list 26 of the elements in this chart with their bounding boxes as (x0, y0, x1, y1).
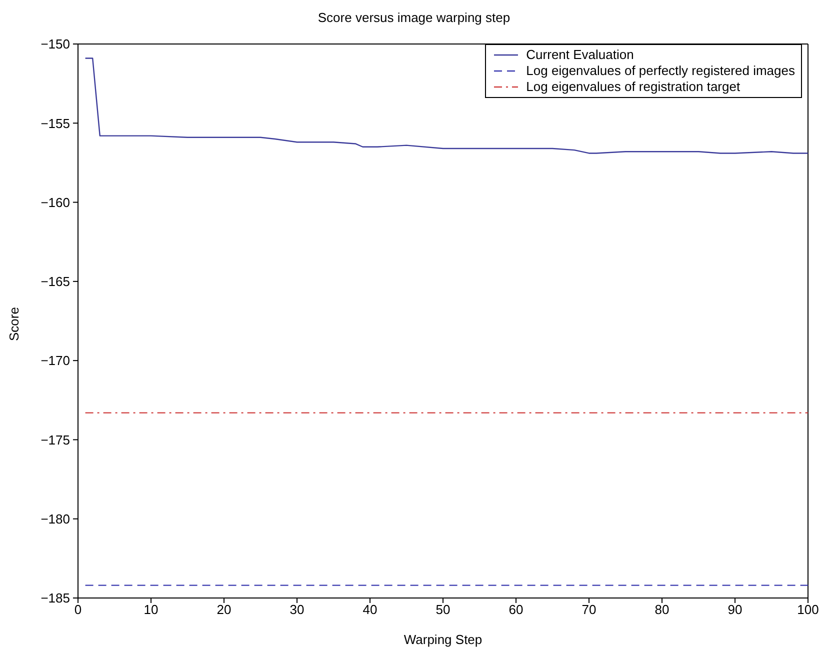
chart-title: Score versus image warping step (316, 9, 512, 27)
y-tick-label: −170 (40, 353, 70, 368)
x-tick-label: 0 (74, 602, 82, 618)
y-tick-label: −160 (40, 194, 70, 210)
legend-label: Log eigenvalues of perfectly registered images (526, 63, 795, 79)
y-tick-label: −175 (40, 432, 70, 448)
x-tick-label: 30 (290, 602, 304, 618)
y-axis-title: Score (6, 307, 22, 341)
x-tick-label: 40 (362, 602, 378, 618)
x-tick-label: 100 (797, 602, 819, 618)
x-tick-label: 60 (508, 602, 524, 618)
y-tick-label: −185 (40, 590, 70, 606)
x-tick-label: 70 (582, 602, 596, 618)
line-series (84, 58, 808, 154)
x-tick-label: 10 (144, 602, 158, 618)
y-tick-label: −165 (40, 274, 70, 290)
legend-label: Current Evaluation (526, 47, 634, 63)
x-tick-label: 20 (216, 602, 232, 618)
x-tick-label: 80 (654, 602, 670, 618)
legend-label: Log eigenvalues of registration target (526, 79, 740, 95)
x-axis-title: Warping Step (404, 632, 482, 647)
y-tick-label: −150 (40, 36, 70, 52)
y-tick-label: −180 (40, 511, 70, 526)
x-tick-label: 50 (436, 602, 450, 618)
x-tick-label: 90 (728, 602, 742, 618)
y-tick-label: −155 (40, 116, 70, 131)
